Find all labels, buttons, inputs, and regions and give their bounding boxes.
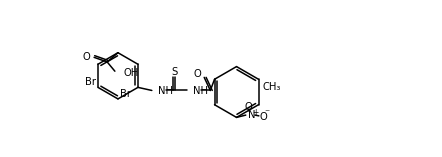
Text: CH₃: CH₃ bbox=[263, 82, 281, 92]
Text: OH: OH bbox=[123, 68, 139, 78]
Text: +: + bbox=[253, 108, 259, 117]
Text: O: O bbox=[193, 68, 201, 78]
Text: O: O bbox=[259, 112, 267, 122]
Text: Br: Br bbox=[84, 77, 95, 87]
Text: NH: NH bbox=[194, 86, 208, 96]
Text: N: N bbox=[248, 110, 255, 120]
Text: Br: Br bbox=[120, 89, 131, 99]
Text: O: O bbox=[83, 52, 90, 62]
Text: ⁻: ⁻ bbox=[264, 108, 269, 119]
Text: O: O bbox=[245, 102, 253, 112]
Text: S: S bbox=[171, 67, 177, 77]
Text: NH: NH bbox=[158, 86, 173, 96]
